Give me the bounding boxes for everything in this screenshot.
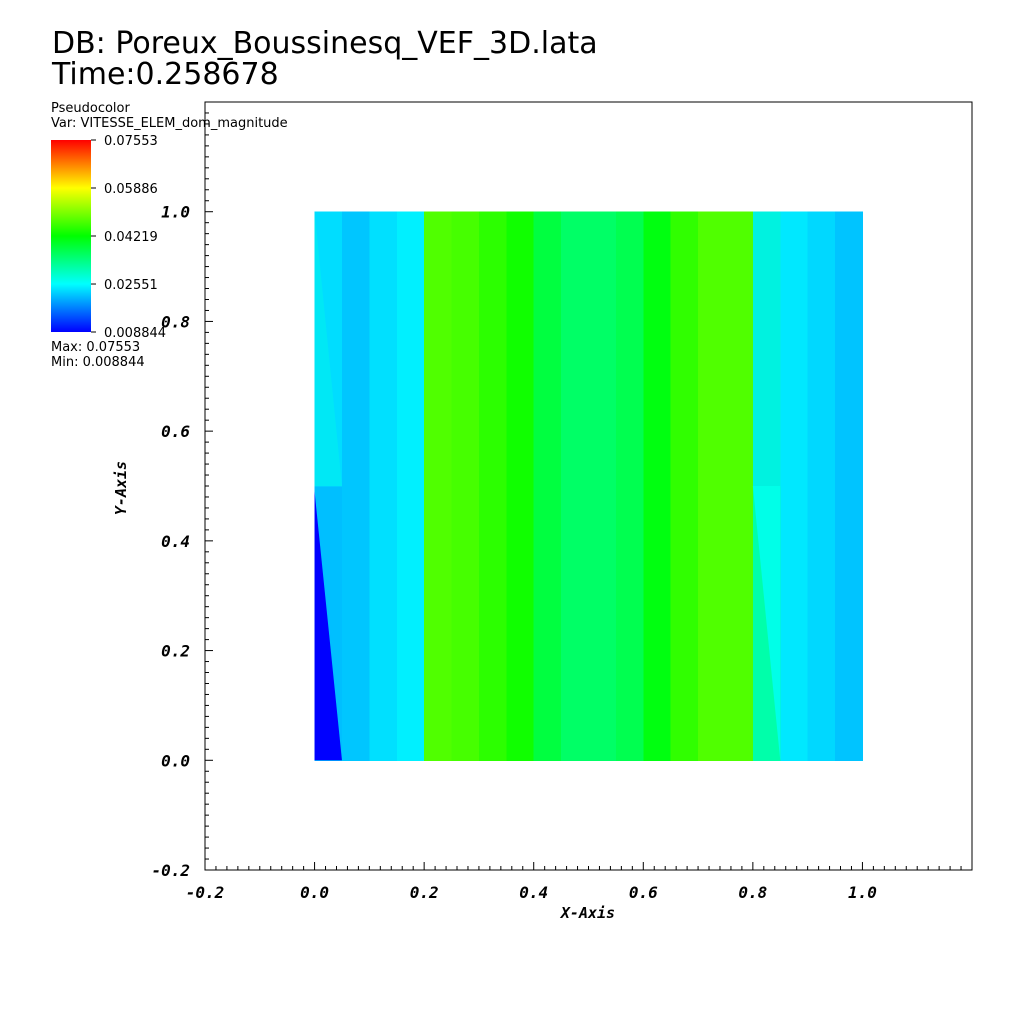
mesh-cell bbox=[424, 211, 453, 761]
mesh-cell bbox=[615, 211, 644, 761]
mesh-cell bbox=[780, 211, 809, 761]
colorbar-tick-label: 0.008844 bbox=[104, 326, 166, 341]
mesh-cell bbox=[643, 211, 672, 761]
mesh-cell bbox=[451, 211, 480, 761]
mesh-cell bbox=[533, 211, 562, 761]
y-tick-label: 0.4 bbox=[161, 532, 190, 551]
time-label: Time:0.258678 bbox=[52, 57, 279, 92]
mesh-triangle bbox=[752, 486, 781, 761]
y-tick-labels: -0.2 0.0 0.2 0.4 0.6 0.8 1.0 bbox=[151, 203, 190, 880]
mesh-cell bbox=[506, 211, 535, 761]
colorbar-tick-label: 0.07553 bbox=[104, 134, 158, 149]
colorbar-tick-label: 0.02551 bbox=[104, 278, 158, 293]
mesh-cell bbox=[807, 211, 836, 761]
mesh-field bbox=[314, 211, 864, 761]
mesh-triangle bbox=[314, 491, 342, 761]
x-tick-labels: -0.2 0.0 0.2 0.4 0.6 0.8 1.0 bbox=[186, 883, 877, 902]
axis-ticks bbox=[204, 101, 973, 871]
legend-variable: Var: VITESSE_ELEM_dom_magnitude bbox=[51, 116, 288, 131]
mesh-cell bbox=[341, 211, 370, 761]
mesh-triangle bbox=[314, 211, 342, 486]
mesh-cell bbox=[369, 211, 398, 761]
y-tick-label: 0.0 bbox=[161, 751, 190, 770]
mesh-cell bbox=[396, 211, 425, 761]
legend-plot-type: Pseudocolor bbox=[51, 101, 130, 116]
database-title: DB: Poreux_Boussinesq_VEF_3D.lata bbox=[52, 26, 598, 61]
y-tick-label: -0.2 bbox=[151, 861, 190, 880]
mesh-cell bbox=[561, 211, 617, 761]
y-axis-title: Y-Axis bbox=[112, 461, 130, 515]
y-tick-label: 0.6 bbox=[161, 422, 190, 441]
x-tick-label: 0.8 bbox=[738, 883, 767, 902]
x-tick-label: 0.0 bbox=[300, 883, 329, 902]
x-axis-title: X-Axis bbox=[559, 904, 615, 922]
y-tick-label: 0.2 bbox=[161, 642, 190, 661]
colorbar-tick-label: 0.04219 bbox=[104, 230, 158, 245]
legend-min: Min: 0.008844 bbox=[51, 355, 145, 370]
mesh-cell bbox=[478, 211, 507, 761]
x-tick-label: 0.2 bbox=[410, 883, 439, 902]
colorbar-bar bbox=[51, 140, 91, 332]
mesh-cell bbox=[835, 211, 864, 761]
mesh-cell bbox=[752, 211, 781, 487]
y-tick-label: 1.0 bbox=[161, 203, 190, 222]
legend-max: Max: 0.07553 bbox=[51, 340, 141, 355]
x-tick-label: 1.0 bbox=[848, 883, 877, 902]
x-tick-label: 0.6 bbox=[629, 883, 658, 902]
colorbar-tick-label: 0.05886 bbox=[104, 182, 158, 197]
mesh-cell bbox=[670, 211, 699, 761]
colorbar bbox=[51, 140, 91, 332]
mesh-cell bbox=[698, 211, 754, 761]
x-tick-label: 0.4 bbox=[519, 883, 548, 902]
colorbar-tick-labels: 0.07553 0.05886 0.04219 0.02551 0.008844 bbox=[91, 134, 166, 341]
x-tick-label: -0.2 bbox=[186, 883, 225, 902]
y-tick-label: 0.8 bbox=[161, 312, 190, 331]
